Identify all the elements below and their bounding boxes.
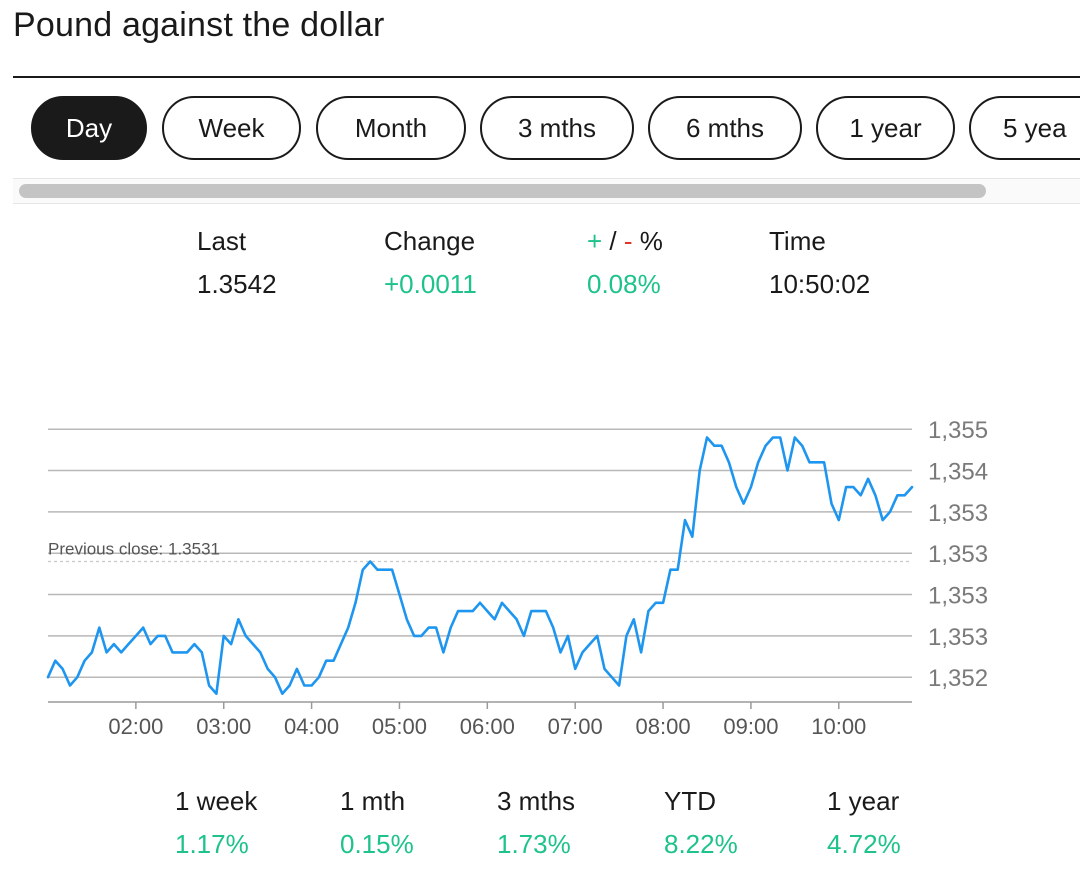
perf-ytd-value: 8.22% bbox=[664, 829, 738, 859]
stat-percent-label: + / - % bbox=[587, 226, 663, 257]
stat-change-label: Change bbox=[384, 226, 476, 256]
x-tick-label: 02:00 bbox=[108, 714, 163, 739]
perf-1-mth-label: 1 mth bbox=[340, 786, 406, 816]
perf-1-week-label: 1 week bbox=[175, 786, 258, 816]
stat-percent: + / - % 0.08% bbox=[587, 226, 663, 300]
x-tick-label: 07:00 bbox=[548, 714, 603, 739]
stat-time-label: Time bbox=[769, 226, 826, 256]
stat-percent-value: 0.08% bbox=[587, 269, 661, 299]
stat-time: Time 10:50:02 bbox=[769, 226, 870, 300]
y-tick-label: 1,353 bbox=[928, 583, 988, 610]
tab-day[interactable]: Day bbox=[31, 96, 147, 160]
chart-x-axis: 02:00 03:00 04:00 05:00 06:00 07:00 08:00 09:00… bbox=[48, 701, 912, 739]
y-tick-label: 1,353 bbox=[928, 500, 988, 527]
perf-1-mth: 1 mth 0.15% bbox=[340, 786, 414, 860]
percent-sign: % bbox=[632, 226, 663, 256]
y-tick-label: 1,353 bbox=[928, 541, 988, 568]
previous-close-label: Previous close: 1.3531 bbox=[48, 539, 220, 558]
y-tick-label: 1,355 bbox=[928, 417, 988, 444]
perf-3-mths-label: 3 mths bbox=[497, 786, 576, 816]
chart-y-axis: 1,352 1,353 1,353 1,353 1,353 1,354 1,355 bbox=[928, 417, 988, 692]
tabs-scrollbar[interactable] bbox=[13, 178, 1080, 204]
minus-sign: - bbox=[623, 226, 633, 256]
stat-last-value: 1.3542 bbox=[197, 269, 277, 299]
chart-series bbox=[46, 436, 914, 696]
period-tabs: Day Week Month 3 mths 6 mths 1 year 5 ye… bbox=[31, 96, 1080, 160]
x-tick-label: 06:00 bbox=[460, 714, 515, 739]
page-title: Pound against the dollar bbox=[13, 6, 385, 44]
perf-3-mths-value: 1.73% bbox=[497, 829, 571, 859]
x-tick-label: 03:00 bbox=[196, 714, 251, 739]
stat-change: Change +0.0011 bbox=[384, 226, 477, 300]
stat-last-label: Last bbox=[197, 226, 247, 256]
perf-1-week-value: 1.17% bbox=[175, 829, 249, 859]
perf-1-year-label: 1 year bbox=[827, 786, 900, 816]
perf-1-year: 1 year 4.72% bbox=[827, 786, 901, 860]
sep-sign: / bbox=[602, 226, 624, 256]
scrollbar-thumb[interactable] bbox=[19, 184, 986, 198]
plus-sign: + bbox=[587, 226, 603, 256]
x-tick-label: 04:00 bbox=[284, 714, 339, 739]
tab-week[interactable]: Week bbox=[162, 96, 301, 160]
y-tick-label: 1,353 bbox=[928, 624, 988, 651]
previous-close-marker: Previous close: 1.3531 bbox=[48, 539, 912, 563]
x-tick-label: 08:00 bbox=[636, 714, 691, 739]
tab-3-mths[interactable]: 3 mths bbox=[480, 96, 634, 160]
stat-last: Last 1.3542 bbox=[197, 226, 277, 300]
tab-6-mths[interactable]: 6 mths bbox=[648, 96, 802, 160]
perf-1-year-value: 4.72% bbox=[827, 829, 901, 859]
tab-month[interactable]: Month bbox=[316, 96, 466, 160]
perf-ytd: YTD 8.22% bbox=[664, 786, 738, 860]
tab-5-years[interactable]: 5 yea bbox=[969, 96, 1080, 160]
x-tick-label: 09:00 bbox=[723, 714, 778, 739]
chart-gridlines bbox=[48, 428, 912, 678]
perf-ytd-label: YTD bbox=[664, 786, 716, 816]
tab-1-year[interactable]: 1 year bbox=[816, 96, 955, 160]
price-chart[interactable]: Previous close: 1.3531 02:00 03:00 04:00 05… bbox=[0, 330, 1080, 750]
y-tick-label: 1,354 bbox=[928, 459, 988, 486]
stat-time-value: 10:50:02 bbox=[769, 269, 871, 299]
x-tick-label: 05:00 bbox=[372, 714, 427, 739]
perf-1-mth-value: 0.15% bbox=[340, 829, 414, 859]
y-tick-label: 1,352 bbox=[928, 665, 988, 692]
title-divider bbox=[13, 76, 1080, 78]
stat-change-value: +0.0011 bbox=[384, 269, 477, 299]
x-tick-label: 10:00 bbox=[811, 714, 866, 739]
perf-3-mths: 3 mths 1.73% bbox=[497, 786, 575, 860]
series-line bbox=[46, 436, 914, 696]
perf-1-week: 1 week 1.17% bbox=[175, 786, 257, 860]
